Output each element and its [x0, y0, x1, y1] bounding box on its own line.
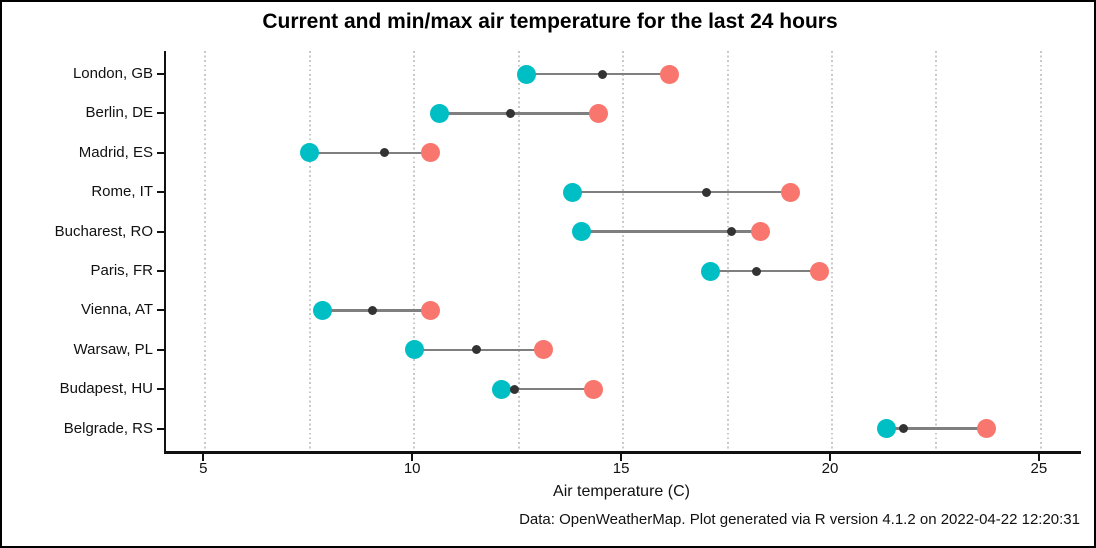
- min-temp-dot: [876, 419, 896, 439]
- x-axis-tick: [411, 454, 414, 461]
- current-temp-dot: [367, 305, 377, 315]
- x-axis-tick: [828, 454, 831, 461]
- y-axis-tick: [157, 427, 164, 430]
- current-temp-dot: [752, 266, 762, 276]
- max-temp-dot: [534, 340, 554, 360]
- max-temp-dot: [751, 222, 771, 242]
- plot-panel: [164, 51, 1081, 454]
- x-axis-tick-label: 20: [821, 460, 839, 477]
- y-axis-tick: [157, 348, 164, 351]
- gridline: [830, 51, 833, 451]
- min-temp-dot: [404, 340, 424, 360]
- min-temp-dot: [563, 182, 583, 202]
- range-connector-line: [886, 427, 987, 430]
- range-connector-line: [710, 269, 820, 273]
- y-axis-tick: [157, 270, 164, 272]
- category-label: Bucharest, RO: [54, 222, 153, 240]
- y-axis-tick: [157, 309, 164, 312]
- range-connector-line: [501, 387, 594, 391]
- y-axis-tick: [157, 191, 164, 194]
- range-connector-line: [581, 230, 761, 233]
- current-temp-dot: [380, 148, 390, 158]
- gridline: [935, 51, 938, 451]
- current-temp-dot: [727, 227, 737, 237]
- y-axis-tick: [157, 112, 164, 115]
- category-label: Belgrade, RS: [63, 419, 153, 437]
- gridline: [308, 51, 311, 451]
- x-axis-tick-label: 25: [1030, 460, 1048, 477]
- category-label: Paris, FR: [90, 262, 153, 279]
- min-temp-dot: [312, 300, 332, 320]
- min-temp-dot: [701, 261, 721, 281]
- category-label: Budapest, HU: [59, 380, 153, 398]
- current-temp-dot: [472, 345, 482, 355]
- x-axis-label: Air temperature (C): [553, 483, 690, 500]
- current-temp-dot: [702, 187, 712, 197]
- min-temp-dot: [492, 379, 512, 399]
- range-connector-line: [309, 151, 431, 155]
- x-axis-tick: [1037, 454, 1040, 461]
- current-temp-dot: [898, 424, 908, 434]
- x-axis-tick-label: 15: [612, 460, 630, 477]
- y-axis-tick: [157, 230, 164, 233]
- range-connector-line: [572, 190, 791, 194]
- gridline: [726, 51, 729, 451]
- category-label: Vienna, AT: [81, 301, 153, 319]
- category-label: London, GB: [72, 65, 153, 82]
- caption: Data: OpenWeatherMap. Plot generated via…: [519, 511, 1080, 528]
- y-axis-tick: [157, 388, 164, 391]
- category-label: Rome, IT: [91, 183, 153, 201]
- current-temp-dot: [505, 108, 515, 118]
- x-axis-tick: [202, 454, 205, 461]
- min-temp-dot: [517, 64, 537, 84]
- max-temp-dot: [809, 261, 829, 281]
- x-axis-tick-label: 10: [403, 460, 421, 477]
- y-axis-tick: [157, 151, 164, 154]
- gridline: [622, 51, 625, 451]
- max-temp-dot: [584, 379, 604, 399]
- x-axis-tick: [620, 454, 623, 461]
- gridline: [204, 51, 207, 451]
- min-temp-dot: [300, 143, 320, 163]
- min-temp-dot: [571, 222, 591, 242]
- max-temp-dot: [421, 143, 441, 163]
- max-temp-dot: [659, 64, 679, 84]
- category-label: Warsaw, PL: [73, 340, 153, 358]
- current-temp-dot: [509, 384, 519, 394]
- max-temp-dot: [421, 300, 441, 320]
- gridline: [1039, 51, 1042, 451]
- category-label: Berlin, DE: [85, 104, 153, 122]
- gridline: [517, 51, 520, 451]
- max-temp-dot: [977, 419, 997, 439]
- min-temp-dot: [429, 103, 449, 123]
- max-temp-dot: [588, 103, 608, 123]
- x-axis-tick-label: 5: [199, 460, 208, 477]
- range-connector-line: [439, 112, 598, 115]
- gridline: [413, 51, 416, 451]
- y-axis-tick: [157, 73, 164, 75]
- max-temp-dot: [780, 182, 800, 202]
- category-label: Madrid, ES: [78, 143, 153, 161]
- current-temp-dot: [597, 69, 607, 79]
- chart-title: Current and min/max air temperature for …: [262, 10, 838, 33]
